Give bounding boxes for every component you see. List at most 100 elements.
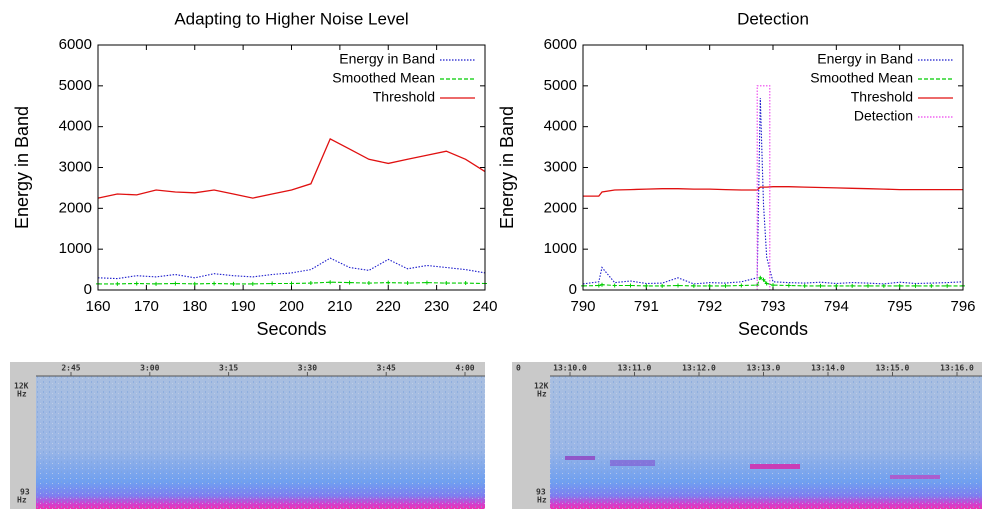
- marker: [818, 283, 823, 288]
- freq-unit-label: Hz: [537, 390, 547, 399]
- marker: [270, 281, 275, 286]
- y-tick-label: 3000: [544, 158, 577, 175]
- marker: [761, 277, 766, 282]
- x-tick-label: 200: [279, 298, 304, 315]
- y-tick-label: 4000: [544, 118, 577, 135]
- marker: [289, 281, 294, 286]
- spectrogram-streak: [890, 475, 940, 479]
- x-tick-label: 796: [950, 298, 975, 315]
- chart-title: Detection: [737, 9, 809, 28]
- y-tick-label: 0: [569, 281, 577, 298]
- series-line: [97, 257, 486, 280]
- marker: [802, 283, 807, 288]
- marker: [328, 280, 333, 285]
- time-label: 13:10.0: [553, 364, 587, 373]
- legend-label: Smoothed Mean: [810, 70, 913, 86]
- marker: [308, 281, 313, 286]
- marker: [758, 275, 763, 280]
- marker: [897, 283, 902, 288]
- series-line: [756, 85, 771, 291]
- marker: [154, 281, 159, 286]
- legend-label: Energy in Band: [339, 51, 435, 67]
- marker: [834, 283, 839, 288]
- x-tick-label: 210: [327, 298, 352, 315]
- marker: [676, 283, 680, 288]
- spectrogram-texture: [36, 376, 485, 509]
- y-axis-label: Energy in Band: [497, 106, 517, 229]
- marker: [347, 280, 352, 285]
- x-tick-label: 230: [424, 298, 449, 315]
- y-tick-label: 2000: [59, 199, 92, 216]
- x-axis-label: Seconds: [256, 319, 326, 339]
- marker: [192, 281, 197, 286]
- legend-label: Threshold: [851, 89, 913, 105]
- time-label: 3:45: [377, 364, 396, 373]
- freq-top-label: 12K: [534, 382, 549, 391]
- time-label: 13:11.0: [618, 364, 652, 373]
- y-tick-label: 1000: [544, 240, 577, 257]
- y-tick-label: 3000: [59, 158, 92, 175]
- marker: [612, 283, 617, 288]
- time-label: 13:15.0: [876, 364, 910, 373]
- marker: [366, 281, 371, 286]
- time-label: 3:30: [298, 364, 317, 373]
- marker: [786, 283, 791, 288]
- marker: [463, 281, 468, 286]
- plot-frame: [582, 44, 964, 291]
- x-tick-label: 160: [85, 298, 110, 315]
- marker: [881, 283, 886, 288]
- series-line: [582, 98, 964, 285]
- time-label: 4:00: [455, 364, 474, 373]
- marker: [444, 281, 449, 286]
- marker: [134, 281, 139, 286]
- legend-label: Energy in Band: [817, 51, 913, 67]
- y-tick-label: 4000: [59, 118, 92, 135]
- spectrogram: 0 12K Hz 93 Hz 13:10.0 13:11.0 13:12.0 13:1…: [512, 362, 982, 509]
- x-tick-label: 792: [697, 298, 722, 315]
- x-tick-label: 190: [231, 298, 256, 315]
- freq-bottom-label: 93: [20, 488, 30, 497]
- marker: [115, 281, 120, 286]
- y-tick-label: 1000: [59, 240, 92, 257]
- y-tick-label: 6000: [59, 36, 92, 53]
- time-label: 13:16.0: [940, 364, 974, 373]
- marker: [913, 283, 918, 288]
- marker: [929, 283, 934, 288]
- marker: [250, 281, 255, 286]
- series-line: [97, 137, 486, 199]
- marker: [628, 283, 633, 288]
- plot-area: [581, 85, 965, 291]
- y-tick-label: 6000: [544, 36, 577, 53]
- marker: [691, 283, 696, 288]
- legend-label: Detection: [854, 108, 913, 124]
- marker: [850, 283, 855, 288]
- spectrogram: 12K Hz 93 Hz 2:45 3:00 3:15 3:30 3:45 4:00: [10, 362, 485, 509]
- spectrogram-texture: [550, 376, 982, 509]
- x-tick-label: 794: [824, 298, 849, 315]
- series-line: [583, 186, 963, 197]
- time-label: 13:13.0: [747, 364, 781, 373]
- marker: [945, 283, 950, 288]
- marker: [600, 282, 604, 287]
- marker: [660, 283, 665, 288]
- legend-label: Smoothed Mean: [332, 70, 435, 86]
- marker: [764, 281, 769, 286]
- x-tick-label: 180: [182, 298, 207, 315]
- marker: [866, 283, 870, 288]
- marker: [424, 280, 429, 285]
- spectrogram-streak: [565, 456, 595, 460]
- x-axis-label: Seconds: [738, 319, 808, 339]
- marker: [739, 283, 744, 288]
- marker: [644, 283, 649, 288]
- marker: [386, 280, 391, 285]
- freq-top-label: 12K: [14, 382, 29, 391]
- marker: [405, 281, 410, 286]
- time-label: 3:15: [219, 364, 238, 373]
- marker: [173, 281, 178, 286]
- time-label: 13:14.0: [811, 364, 845, 373]
- origin-label: 0: [516, 364, 521, 373]
- y-tick-label: 2000: [544, 199, 577, 216]
- freq-bottom-label: 93: [536, 488, 546, 497]
- plot-area: [96, 137, 487, 286]
